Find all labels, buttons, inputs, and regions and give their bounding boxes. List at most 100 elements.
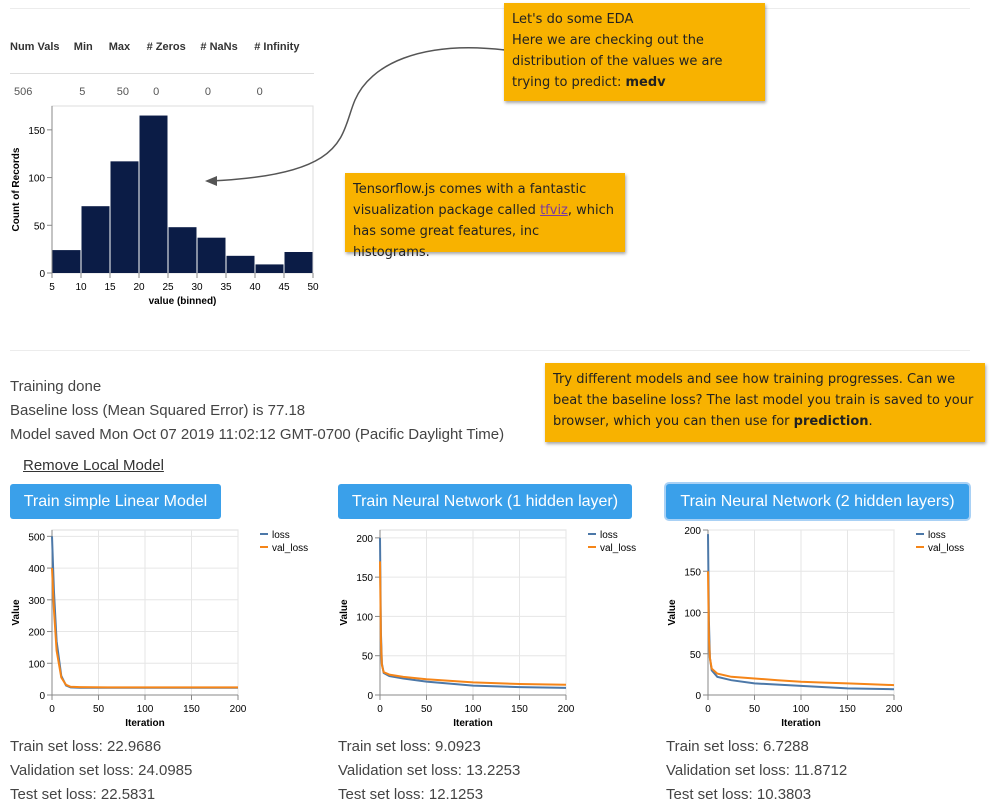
stats-header-row: Num Vals Min Max # Zeros # NaNs # Infini… — [10, 38, 314, 56]
linear-test-loss: Test set loss: 22.5831 — [10, 786, 156, 803]
stats-value: 506 — [14, 86, 33, 98]
stats-header: Max — [108, 41, 131, 53]
tfviz-note-line: has some great features, inc histograms. — [353, 224, 540, 260]
stats-header: # Zeros — [146, 41, 186, 53]
chart-x-tick-label: 100 — [793, 704, 810, 715]
histogram-x-tick-label: 15 — [104, 282, 116, 293]
training-status: Training done — [10, 378, 102, 395]
histogram-bar — [226, 255, 255, 273]
histogram-bar — [139, 115, 168, 274]
eda-note-text: trying to predict: — [512, 75, 622, 90]
eda-note-line: Let's do some EDA — [512, 12, 634, 27]
histogram-chart: 0 50 100 150 5 10 15 20 25 30 35 40 45 50 value (binne… — [11, 105, 319, 307]
eda-note-target: medv — [625, 75, 666, 90]
eda-note-line: Here we are checking out the — [512, 33, 704, 48]
legend-label: loss — [928, 530, 946, 541]
train-nn2-button[interactable]: Train Neural Network (2 hidden layers) — [666, 484, 969, 519]
histogram-bar — [81, 206, 110, 273]
models-note: Try different models and see how trainin… — [545, 363, 985, 442]
histogram-x-tick-label: 10 — [75, 282, 87, 293]
nn2-train-loss: Train set loss: 6.7288 — [666, 738, 809, 755]
baseline-loss: Baseline loss (Mean Squared Error) is 77… — [10, 402, 306, 419]
chart-series-val_loss — [51, 568, 238, 689]
train-nn1-button[interactable]: Train Neural Network (1 hidden layer) — [338, 484, 632, 519]
eda-note-line: trying to predict: medv — [512, 72, 757, 93]
histogram-x-tick-label: 50 — [307, 282, 319, 293]
chart-y-tick-label: 200 — [356, 534, 373, 545]
legend-label: val_loss — [600, 543, 636, 554]
chart-y-tick-label: 50 — [362, 652, 374, 663]
tfviz-note-line: visualization package called tfviz, whic… — [353, 200, 617, 221]
histogram-y-tick-label: 100 — [28, 174, 45, 185]
chart-x-tick-label: 150 — [183, 704, 200, 715]
chart-x-tick-label: 150 — [511, 704, 528, 715]
arrow-annotation — [205, 47, 506, 186]
chart-y-tick-label: 300 — [28, 596, 45, 607]
nn1-loss-chart: 0 50 100 150 200 0 50 100 150 200 Iteration Value lo… — [339, 529, 636, 729]
tfviz-note: Tensorflow.js comes with a fantastic vis… — [345, 173, 625, 260]
remove-local-model-link[interactable]: Remove Local Model — [23, 457, 164, 474]
chart-y-tick-label: 0 — [39, 691, 45, 702]
histogram-y-tick-label: 0 — [39, 269, 45, 280]
chart-x-label: Iteration — [453, 718, 492, 729]
stats-value: 0 — [256, 86, 263, 98]
histogram-bar — [52, 250, 81, 273]
histogram-y-tick-label: 150 — [28, 126, 45, 137]
models-note-line: browser, which you can then use for pred… — [553, 411, 977, 432]
legend-label: val_loss — [272, 543, 308, 554]
legend-label: loss — [272, 530, 290, 541]
histogram-x-tick-label: 30 — [191, 282, 203, 293]
chart-y-tick-label: 50 — [690, 650, 702, 661]
middle-divider — [10, 350, 970, 351]
eda-note-line: distribution of the values we are — [512, 54, 723, 69]
stats-table: Num Vals Min Max # Zeros # NaNs # Infini… — [10, 38, 314, 101]
legend-label: val_loss — [928, 543, 964, 554]
models-note-text: browser, which you can then use for — [553, 414, 790, 429]
tfviz-note-line: Tensorflow.js comes with a fantastic — [353, 182, 587, 197]
chart-y-tick-label: 0 — [367, 691, 373, 702]
stats-header: Num Vals — [10, 41, 60, 53]
train-linear-button[interactable]: Train simple Linear Model — [10, 484, 221, 519]
chart-x-tick-label: 100 — [465, 704, 482, 715]
stats-value: 0 — [204, 86, 211, 98]
nn2-test-loss: Test set loss: 10.3803 — [666, 786, 812, 803]
chart-y-label: Value — [11, 599, 22, 626]
histogram-x-label: value (binned) — [149, 296, 217, 307]
models-note-line: beat the baseline loss? The last model y… — [553, 393, 974, 408]
stats-header: Min — [73, 41, 93, 53]
chart-x-tick-label: 100 — [137, 704, 154, 715]
chart-y-tick-label: 150 — [356, 573, 373, 584]
eda-note: Let's do some EDA Here we are checking o… — [504, 3, 765, 101]
stats-value: 0 — [153, 86, 160, 98]
chart-x-tick-label: 50 — [93, 704, 105, 715]
nn1-val-loss: Validation set loss: 13.2253 — [338, 762, 521, 779]
nn1-train-loss: Train set loss: 9.0923 — [338, 738, 481, 755]
legend-label: loss — [600, 530, 618, 541]
model-saved-status: Model saved Mon Oct 07 2019 11:02:12 GMT… — [10, 426, 505, 443]
chart-y-tick-label: 100 — [28, 659, 45, 670]
chart-x-tick-label: 150 — [839, 704, 856, 715]
histogram-x-tick-label: 20 — [133, 282, 145, 293]
nn2-loss-chart: 0 50 100 150 200 0 50 100 150 200 Iteration Value lo… — [667, 526, 964, 729]
linear-loss-chart: 0 50 100 150 200 0 100 200 300 400 500 Iteration Val… — [11, 529, 308, 729]
histogram-bar — [168, 227, 197, 273]
chart-series-val_loss — [707, 571, 895, 687]
arrow-head-icon — [205, 176, 217, 186]
chart-y-tick-label: 150 — [684, 567, 701, 578]
histogram-x-tick-label: 40 — [249, 282, 261, 293]
histogram-x-tick-label: 25 — [162, 282, 174, 293]
chart-series-val_loss — [379, 561, 567, 686]
nn2-val-loss: Validation set loss: 11.8712 — [666, 762, 848, 779]
models-note-target: prediction — [793, 414, 869, 429]
chart-y-label: Value — [339, 599, 350, 626]
chart-x-tick-label: 50 — [421, 704, 433, 715]
models-note-line: Try different models and see how trainin… — [553, 372, 956, 387]
tfviz-link[interactable]: tfviz — [540, 203, 568, 218]
chart-y-tick-label: 100 — [356, 612, 373, 623]
stats-header: # Infinity — [254, 41, 300, 53]
tfviz-note-text: , which — [567, 203, 615, 218]
chart-x-tick-label: 200 — [886, 704, 903, 715]
stats-value-row: 506 5 50 0 0 0 — [10, 73, 314, 101]
chart-y-tick-label: 400 — [28, 564, 45, 575]
histogram-y-tick-label: 50 — [34, 221, 46, 232]
